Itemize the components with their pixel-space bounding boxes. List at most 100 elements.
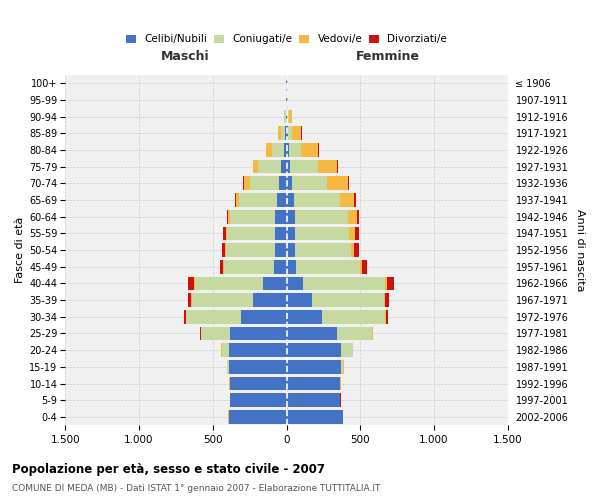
Bar bbox=[287, 260, 367, 274]
Bar bbox=[287, 126, 292, 140]
Bar bbox=[275, 210, 287, 224]
Legend: Celibi/Nubili, Coniugati/e, Vedovi/e, Divorziati/e: Celibi/Nubili, Coniugati/e, Vedovi/e, Di… bbox=[126, 34, 447, 44]
Bar bbox=[188, 294, 287, 307]
Bar bbox=[287, 226, 359, 240]
Bar bbox=[192, 294, 287, 307]
Bar bbox=[229, 360, 287, 374]
Bar bbox=[258, 160, 287, 173]
Bar bbox=[236, 193, 287, 207]
Bar bbox=[287, 310, 386, 324]
Bar bbox=[194, 276, 287, 290]
Bar bbox=[287, 243, 352, 257]
Bar bbox=[253, 294, 287, 307]
Text: Femmine: Femmine bbox=[356, 50, 421, 62]
Bar bbox=[253, 160, 287, 173]
Bar bbox=[186, 310, 287, 324]
Bar bbox=[287, 344, 341, 357]
Bar bbox=[287, 276, 387, 290]
Bar bbox=[287, 310, 322, 324]
Bar bbox=[287, 160, 318, 173]
Bar bbox=[227, 226, 287, 240]
Bar bbox=[287, 310, 388, 324]
Bar bbox=[287, 126, 302, 140]
Bar bbox=[284, 110, 287, 124]
Bar bbox=[227, 360, 287, 374]
Bar bbox=[287, 410, 343, 424]
Bar bbox=[229, 376, 287, 390]
Bar bbox=[223, 260, 287, 274]
Bar bbox=[239, 193, 287, 207]
Bar bbox=[287, 276, 303, 290]
Bar bbox=[287, 376, 341, 390]
Bar bbox=[287, 410, 343, 424]
Bar bbox=[287, 276, 394, 290]
Bar bbox=[287, 344, 353, 357]
Bar bbox=[287, 210, 356, 224]
Bar bbox=[287, 110, 292, 124]
Bar bbox=[287, 360, 343, 374]
Bar bbox=[229, 410, 287, 424]
Bar bbox=[220, 260, 287, 274]
Bar bbox=[226, 226, 287, 240]
Text: Maschi: Maschi bbox=[160, 50, 209, 62]
Bar bbox=[241, 310, 287, 324]
Bar bbox=[287, 210, 295, 224]
Bar bbox=[287, 410, 343, 424]
Bar bbox=[287, 110, 292, 124]
Bar bbox=[287, 143, 319, 157]
Bar bbox=[287, 243, 359, 257]
Bar bbox=[200, 326, 287, 340]
Bar bbox=[284, 143, 287, 157]
Bar bbox=[222, 243, 287, 257]
Bar bbox=[188, 276, 287, 290]
Bar bbox=[227, 360, 287, 374]
Bar bbox=[287, 176, 348, 190]
Bar bbox=[287, 176, 292, 190]
Bar bbox=[287, 260, 359, 274]
Bar bbox=[287, 160, 338, 173]
Bar bbox=[287, 226, 349, 240]
Bar bbox=[201, 326, 287, 340]
Bar bbox=[287, 210, 348, 224]
Bar bbox=[263, 276, 287, 290]
Bar bbox=[287, 193, 340, 207]
Bar bbox=[287, 294, 311, 307]
Bar bbox=[287, 93, 288, 106]
Bar bbox=[287, 394, 340, 407]
Bar bbox=[287, 360, 344, 374]
Bar bbox=[287, 143, 301, 157]
Bar bbox=[286, 93, 287, 106]
Bar bbox=[253, 160, 287, 173]
Bar bbox=[287, 160, 290, 173]
Bar bbox=[229, 376, 287, 390]
Bar bbox=[221, 344, 287, 357]
Bar bbox=[287, 160, 337, 173]
Bar bbox=[287, 294, 385, 307]
Bar bbox=[287, 126, 301, 140]
Bar bbox=[287, 126, 288, 140]
Bar bbox=[284, 110, 287, 124]
Bar bbox=[230, 376, 287, 390]
Bar bbox=[287, 360, 344, 374]
Bar bbox=[287, 326, 373, 340]
Bar bbox=[230, 394, 287, 407]
Bar bbox=[286, 93, 287, 106]
Bar bbox=[287, 376, 341, 390]
Bar bbox=[230, 394, 287, 407]
Bar bbox=[287, 410, 343, 424]
Bar bbox=[287, 110, 289, 124]
Bar bbox=[284, 110, 287, 124]
Bar bbox=[195, 276, 287, 290]
Bar bbox=[235, 193, 287, 207]
Bar bbox=[287, 260, 296, 274]
Bar bbox=[230, 326, 287, 340]
Bar bbox=[225, 243, 287, 257]
Bar bbox=[287, 344, 353, 357]
Bar bbox=[285, 126, 287, 140]
Bar bbox=[287, 294, 389, 307]
Bar bbox=[287, 193, 294, 207]
Bar bbox=[287, 344, 353, 357]
Bar bbox=[287, 260, 362, 274]
Bar bbox=[186, 310, 287, 324]
Bar bbox=[221, 344, 287, 357]
